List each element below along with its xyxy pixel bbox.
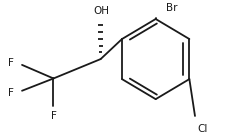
Text: Br: Br (165, 3, 176, 13)
Text: F: F (8, 88, 14, 98)
Text: F: F (8, 58, 14, 68)
Text: Cl: Cl (196, 124, 207, 134)
Text: OH: OH (93, 6, 109, 16)
Text: F: F (50, 111, 56, 121)
